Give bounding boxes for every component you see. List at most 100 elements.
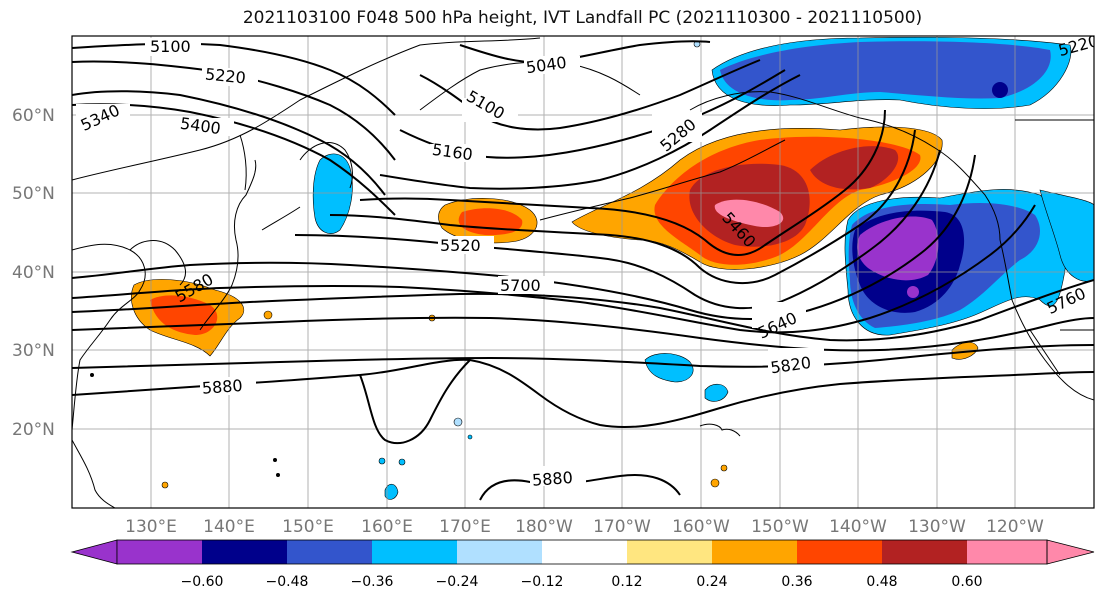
colorbar-extend-right	[1046, 539, 1095, 565]
longitude-label: 150°E	[282, 517, 334, 537]
contour-label: 5700	[500, 276, 541, 295]
positive-anomaly-dot	[720, 464, 728, 472]
coastlines	[72, 37, 1094, 508]
positive-anomaly-dot	[161, 481, 169, 489]
longitude-label: 130°W	[908, 517, 966, 537]
longitude-label: 180°W	[515, 517, 573, 537]
coastline-sakhalin	[239, 134, 247, 191]
contour-label: 5880	[201, 376, 243, 398]
colorbar-tick-label: 0.36	[781, 574, 812, 590]
contour-5400b	[359, 109, 886, 257]
latitude-label: 50°N	[12, 184, 55, 204]
negative-anomaly-dot	[378, 457, 386, 465]
positive-anomaly-northeast-darkred-2	[810, 146, 899, 190]
contour-label: 5100	[150, 37, 191, 56]
colorbar-tick-label: −0.60	[181, 574, 224, 590]
colorbar-tick-label: 0.12	[611, 574, 642, 590]
negative-anomaly-alaska-blue	[720, 41, 1051, 101]
longitude-label: 140°W	[829, 517, 887, 537]
colorbar-extend-left	[70, 539, 118, 565]
negative-anomaly-small	[704, 383, 729, 402]
longitude-label: 150°W	[751, 517, 809, 537]
colorbar-segment	[542, 540, 627, 564]
negative-anomaly-edge	[1039, 189, 1094, 282]
negative-anomaly-subtropical	[644, 353, 694, 383]
coastline-korea	[129, 240, 186, 286]
coastline-kuril	[261, 206, 301, 231]
colorbar-segment	[202, 540, 287, 564]
latitude-labels: 60°N 50°N 40°N 30°N 20°N	[12, 106, 55, 440]
colorbar-segment	[882, 540, 967, 564]
longitude-label: 170°E	[439, 517, 491, 537]
positive-anomaly-dot	[710, 478, 720, 488]
coastline-alaska	[689, 91, 1001, 241]
contour-5340	[72, 90, 386, 196]
longitude-label: 170°W	[593, 517, 651, 537]
latitude-label: 40°N	[12, 263, 55, 283]
map-title: 2021103100 F048 500 hPa height, IVT Land…	[242, 8, 923, 28]
contour-5820	[72, 344, 1094, 369]
contour-5520	[294, 149, 941, 310]
graticule	[72, 36, 1094, 508]
colorbar-tick-label: −0.48	[266, 574, 309, 590]
contour-5880-loop	[359, 359, 471, 445]
negative-anomaly-alaska-core	[992, 82, 1008, 98]
colorbar-segment	[372, 540, 457, 564]
coastline-asia	[72, 243, 146, 431]
contour-5280	[379, 74, 801, 190]
coastline-siberia	[72, 37, 541, 181]
colorbar: −0.60 −0.48 −0.36 −0.24 −0.12 0.12 0.24 …	[70, 539, 1095, 590]
contour-5700	[72, 279, 1094, 342]
longitude-label: 140°E	[203, 517, 255, 537]
colorbar-segment	[712, 540, 797, 564]
negative-anomaly-eastern-purple	[857, 216, 939, 281]
contour-5220	[72, 60, 396, 161]
positive-anomaly-dot	[263, 310, 273, 320]
contour-5640	[72, 204, 1036, 334]
coastline-philippines	[72, 439, 116, 508]
colorbar-segment	[457, 540, 542, 564]
contour-5400	[72, 103, 396, 216]
negative-anomaly-kamchatka	[312, 153, 353, 234]
negative-anomaly-dot	[398, 458, 406, 466]
longitude-label: 160°E	[361, 517, 413, 537]
coastline-hawaii	[699, 423, 741, 437]
coastline-aleutians	[539, 139, 786, 221]
colorbar-outline	[116, 539, 1048, 565]
contour-5040	[459, 40, 711, 64]
colorbar-segment	[627, 540, 712, 564]
contour-label: 5520	[440, 236, 481, 255]
negative-anomaly-eastern-purple-dot	[907, 286, 919, 298]
longitude-label: 120°W	[986, 517, 1044, 537]
contour-5100	[72, 42, 396, 116]
coastline-baja	[1029, 329, 1061, 376]
colorbar-tick-label: −0.24	[436, 574, 479, 590]
negative-anomaly-dot	[467, 434, 473, 440]
latitude-label: 20°N	[12, 420, 55, 440]
colorbar-tick-label: 0.24	[696, 574, 727, 590]
colorbar-segment	[287, 540, 372, 564]
contour-5460	[329, 129, 916, 285]
ivt-shading	[131, 36, 1094, 500]
longitude-labels: 130°E 140°E 150°E 160°E 170°E 180°W 170°…	[125, 517, 1044, 537]
coastline-japan	[199, 159, 257, 331]
longitude-label: 160°W	[672, 517, 730, 537]
coastline-north-america	[999, 239, 1094, 401]
contour-label: 5220	[204, 64, 246, 87]
colorbar-segment	[797, 540, 882, 564]
latitude-label: 30°N	[12, 341, 55, 361]
colorbar-ticks: −0.60 −0.48 −0.36 −0.24 −0.12 0.12 0.24 …	[181, 574, 983, 590]
colorbar-tick-label: −0.12	[521, 574, 564, 590]
positive-anomaly-northeast-pink	[714, 199, 784, 228]
colorbar-tick-label: 0.60	[951, 574, 982, 590]
map-content: 5100 5220 5340 5400 5040 5100 5160 5280 …	[72, 36, 1094, 508]
map-frame	[71, 35, 1095, 509]
contour-5880	[72, 358, 1094, 429]
colorbar-tick-label: −0.36	[351, 574, 394, 590]
negative-anomaly-dot	[453, 417, 463, 427]
latitude-label: 60°N	[12, 106, 55, 126]
colorbar-segment	[967, 540, 1047, 564]
colorbar-tick-label: 0.48	[866, 574, 897, 590]
contour-label: 5880	[531, 468, 573, 490]
